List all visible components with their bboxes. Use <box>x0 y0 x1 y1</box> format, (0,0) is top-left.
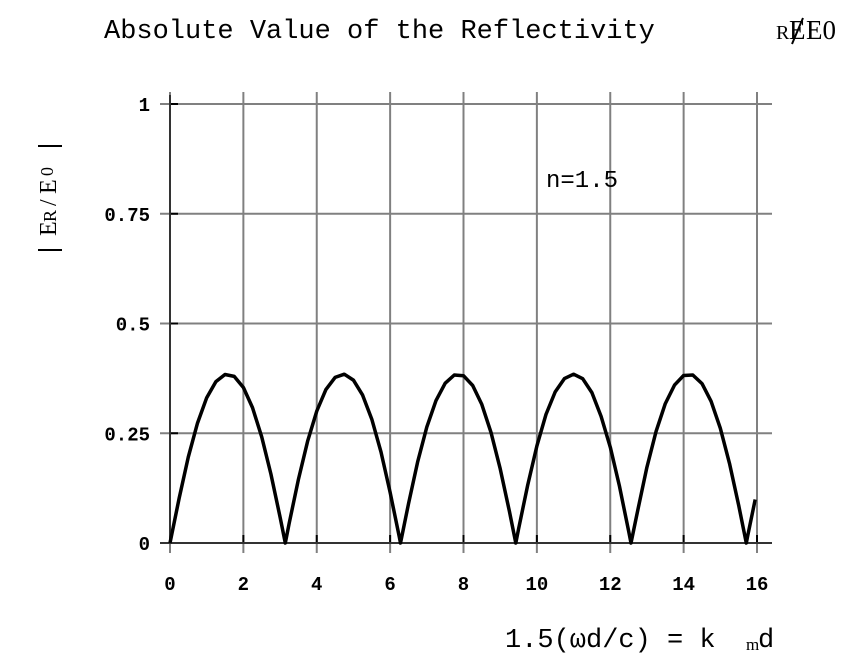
y-label-slash: / <box>36 199 62 206</box>
y-tick-label: 0 <box>139 534 150 556</box>
annotation-n: n=1.5 <box>546 168 618 195</box>
title-suffix: R E E0 <box>776 15 836 45</box>
x-tick-label: 14 <box>672 574 695 596</box>
y-label-R: R <box>40 210 60 222</box>
x-tick-label: 0 <box>164 574 175 596</box>
x-tick-label: 10 <box>525 574 548 596</box>
x-tick-label: 4 <box>311 574 322 596</box>
x-axis-label: 1.5(ωd/c) = k m d <box>505 626 774 656</box>
y-axis-label: E R / E 0 <box>36 145 62 251</box>
x-tick-label: 16 <box>746 574 769 596</box>
y-tick-label: 0.75 <box>104 205 150 227</box>
title-suffix-tail: E0 <box>806 15 836 45</box>
axes <box>160 95 772 544</box>
y-label-E: E <box>36 221 62 236</box>
y-tick-label: 1 <box>139 95 150 117</box>
x-tick-label: 6 <box>384 574 395 596</box>
series-line <box>168 372 757 545</box>
x-axis-label-tail: d <box>758 626 774 656</box>
x-tick-label: 12 <box>599 574 622 596</box>
x-axis-label-sub: m <box>746 635 759 654</box>
tick-labels: 0 2 4 6 8 10 12 14 16 0 0.25 0.5 0.75 1 <box>104 95 768 596</box>
y-tick-label: 0.5 <box>116 315 150 337</box>
title-suffix-sub: R <box>776 22 790 44</box>
x-tick-label: 8 <box>458 574 469 596</box>
grid <box>160 92 772 553</box>
x-tick-label: 2 <box>238 574 249 596</box>
x-axis-label-main: 1.5(ωd/c) = k <box>505 626 716 656</box>
y-label-E0: E <box>36 179 62 194</box>
title-suffix-slash <box>791 17 804 45</box>
y-tick-label: 0.25 <box>104 424 150 446</box>
y-label-zero: 0 <box>37 167 57 176</box>
chart-title: Absolute Value of the Reflectivity <box>104 17 655 47</box>
